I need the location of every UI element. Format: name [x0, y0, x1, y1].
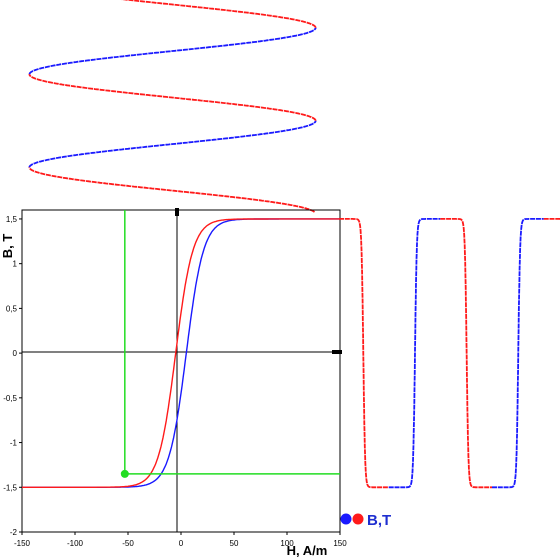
- x-tick-label: 150: [333, 539, 347, 548]
- x-tick-label: -100: [67, 539, 84, 548]
- y-axis-arrow-marker: [175, 208, 179, 216]
- y-tick-label: 0: [13, 349, 18, 358]
- h-waveform-segment: [28, 74, 317, 121]
- h-waveform-segment: [121, 0, 317, 28]
- y-tick-label: 1,5: [6, 215, 18, 224]
- descending-branch: [22, 218, 340, 488]
- b-waveform-segment: [543, 218, 560, 220]
- h-waveform-segment: [28, 167, 315, 213]
- y-tick-label: 0,5: [6, 304, 18, 313]
- legend-red-dot: [352, 513, 364, 525]
- b-waveform-segment: [388, 218, 441, 489]
- x-axis-title: H, A/m: [287, 543, 328, 558]
- y-axis-title: B, T: [0, 234, 15, 259]
- b-waveform: [339, 218, 560, 489]
- y-tick-label: -2: [10, 528, 18, 537]
- plot-frame: [21, 209, 341, 533]
- h-waveform: [28, 0, 317, 213]
- y-tick-label: -0,5: [3, 394, 17, 403]
- b-waveform-segment: [492, 218, 544, 489]
- h-waveform-segment: [28, 27, 317, 75]
- b-waveform-segment: [440, 218, 492, 489]
- marker-guides: [120, 210, 340, 478]
- legend: B,T: [340, 512, 391, 529]
- y-tick-label: -1: [10, 439, 18, 448]
- legend-blue-dot: [340, 513, 352, 525]
- legend-label: B,T: [367, 512, 391, 529]
- axis-ticks: -150 -100 -50 0 50 100 150 1,5 1 0,5 0 -0,5 -1 -1,5 -2: [3, 215, 347, 548]
- ascending-branch: [22, 218, 340, 488]
- y-tick-label: 1: [13, 260, 18, 269]
- x-tick-label: 50: [230, 539, 239, 548]
- x-tick-label: -150: [14, 539, 31, 548]
- x-tick-label: 100: [280, 539, 294, 548]
- h-waveform-segment: [28, 120, 317, 168]
- x-axis-arrow-marker: [332, 350, 342, 354]
- marker-point: [120, 469, 129, 478]
- x-tick-label: 0: [179, 539, 184, 548]
- hysteresis-loop: [22, 218, 340, 488]
- y-tick-label: -1,5: [3, 483, 17, 492]
- b-waveform-segment: [339, 218, 389, 489]
- x-tick-label: -50: [122, 539, 134, 548]
